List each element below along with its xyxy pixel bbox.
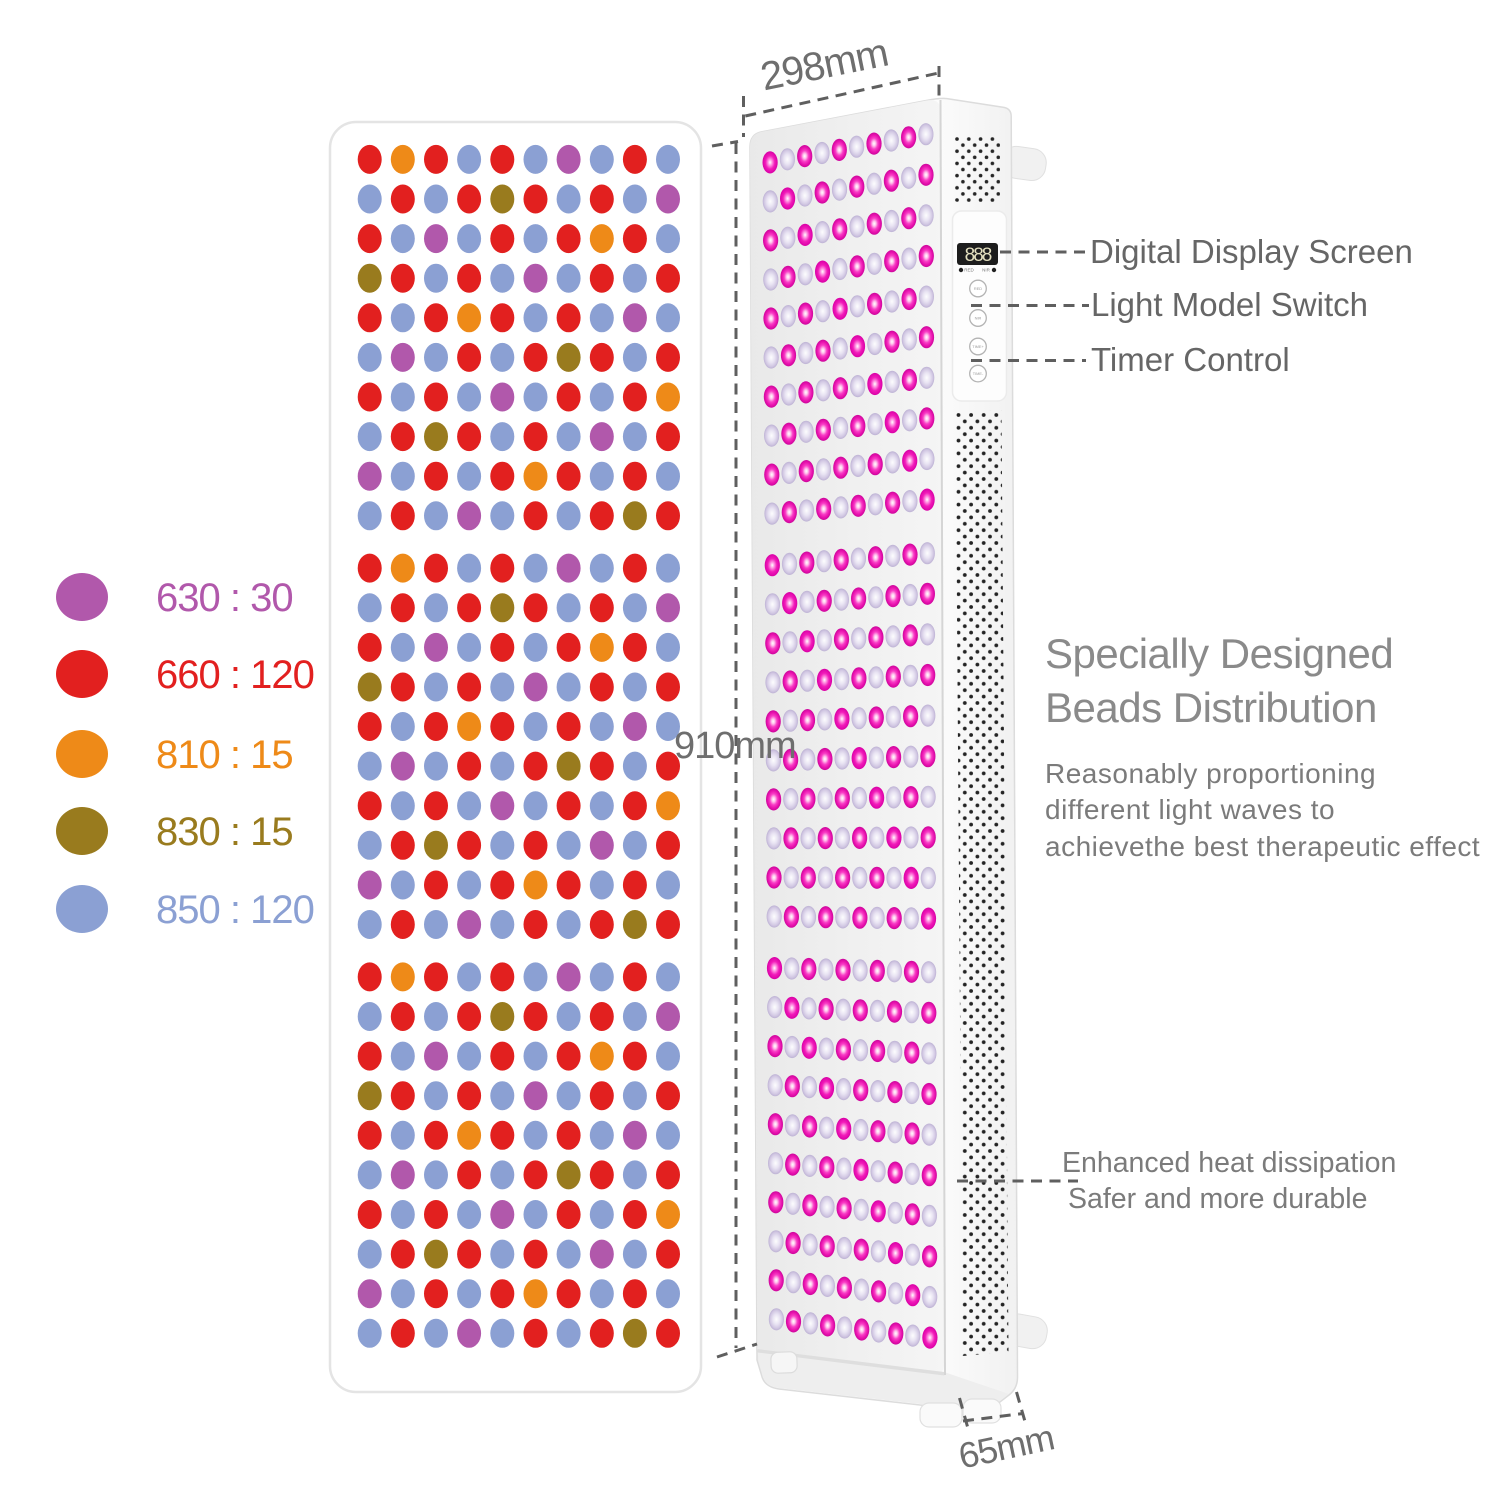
svg-text:Digital Display Screen: Digital Display Screen <box>1090 233 1413 270</box>
svg-text:850 : 120: 850 : 120 <box>156 888 314 932</box>
svg-text:660 : 120: 660 : 120 <box>156 653 314 697</box>
svg-text:Light Model Switch: Light Model Switch <box>1091 286 1368 323</box>
svg-text:888: 888 <box>965 245 992 266</box>
svg-text:Beads Distribution: Beads Distribution <box>1045 684 1377 731</box>
svg-text:Timer Control: Timer Control <box>1091 341 1290 378</box>
svg-text:achievethe best therapeutic ef: achievethe best therapeutic effect <box>1045 831 1480 862</box>
svg-text:Reasonably proportioning: Reasonably proportioning <box>1045 758 1376 789</box>
svg-text:65mm: 65mm <box>955 1416 1057 1476</box>
svg-text:RED: RED <box>974 286 982 291</box>
svg-text:NIR: NIR <box>982 268 991 273</box>
svg-text:NIR: NIR <box>975 316 982 321</box>
svg-text:different light waves to: different light waves to <box>1045 794 1335 825</box>
svg-text:910mm: 910mm <box>674 725 796 767</box>
svg-text:Enhanced heat dissipation: Enhanced heat dissipation <box>1062 1147 1396 1179</box>
svg-text:TIME-: TIME- <box>973 371 984 376</box>
svg-text:810 : 15: 810 : 15 <box>156 733 293 777</box>
svg-text:TIME+: TIME+ <box>972 344 984 349</box>
svg-text:630 : 30: 630 : 30 <box>156 576 293 620</box>
svg-text:RED: RED <box>964 268 974 273</box>
svg-text:298mm: 298mm <box>757 31 892 100</box>
svg-text:830 : 15: 830 : 15 <box>156 810 293 854</box>
svg-text:Specially Designed: Specially Designed <box>1045 630 1393 677</box>
svg-text:Safer and more durable: Safer and more durable <box>1068 1183 1367 1215</box>
